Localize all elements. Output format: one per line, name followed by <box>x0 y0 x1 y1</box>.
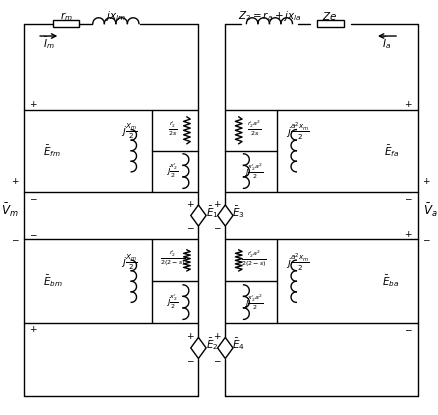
Text: $\bar{E}_{fa}$: $\bar{E}_{fa}$ <box>383 143 398 159</box>
Text: $\frac{r_2^{\prime}}{2s}$: $\frac{r_2^{\prime}}{2s}$ <box>167 119 177 138</box>
Text: $j\frac{a^2 x_m}{2}$: $j\frac{a^2 x_m}{2}$ <box>286 121 309 142</box>
Text: $+$: $+$ <box>186 332 194 342</box>
Text: $+$: $+$ <box>403 229 412 239</box>
Bar <box>225 110 276 191</box>
Text: $+$: $+$ <box>212 332 221 342</box>
Text: $+$: $+$ <box>421 176 430 186</box>
Text: $-$: $-$ <box>29 193 38 202</box>
Text: $+$: $+$ <box>29 324 38 334</box>
Text: $j\frac{x_2^{\prime}}{2}$: $j\frac{x_2^{\prime}}{2}$ <box>166 293 178 311</box>
Text: $\bar{V}_m$: $\bar{V}_m$ <box>1 201 19 219</box>
Text: $+$: $+$ <box>212 199 221 209</box>
Text: $jx_{lm}$: $jx_{lm}$ <box>105 9 126 23</box>
Text: $j\frac{x_2^{\prime}}{2}$: $j\frac{x_2^{\prime}}{2}$ <box>166 162 178 180</box>
Text: $+$: $+$ <box>11 176 20 186</box>
Bar <box>53 20 79 27</box>
Text: $\frac{r_2^{\prime}}{2(2-s)}$: $\frac{r_2^{\prime}}{2(2-s)}$ <box>159 249 185 269</box>
Text: $-$: $-$ <box>186 355 194 364</box>
Text: $\bar{I}_m$: $\bar{I}_m$ <box>43 35 54 51</box>
Text: $\bar{E}_3$: $\bar{E}_3$ <box>232 204 244 220</box>
Text: $j\frac{x_2^{\prime}a^2}{2}$: $j\frac{x_2^{\prime}a^2}{2}$ <box>244 293 263 312</box>
Text: $-$: $-$ <box>212 355 221 364</box>
Text: $-$: $-$ <box>29 229 38 238</box>
Text: $\bar{I}_a$: $\bar{I}_a$ <box>381 35 390 51</box>
Text: $-$: $-$ <box>421 234 430 243</box>
Text: $r_m$: $r_m$ <box>60 10 72 23</box>
Text: $-$: $-$ <box>403 324 412 333</box>
Text: $-$: $-$ <box>212 222 221 232</box>
Text: $+$: $+$ <box>29 99 38 109</box>
Text: $j\frac{X_m}{2}$: $j\frac{X_m}{2}$ <box>121 122 137 142</box>
Text: $\bar{E}_{ba}$: $\bar{E}_{ba}$ <box>381 273 398 289</box>
Text: $+$: $+$ <box>186 199 194 209</box>
Text: $\bar{E}_4$: $\bar{E}_4$ <box>232 336 244 352</box>
Text: $\frac{r_2^{\prime}a^2}{2(2-s)}$: $\frac{r_2^{\prime}a^2}{2(2-s)}$ <box>240 248 266 269</box>
Text: $j\frac{x_2^{\prime}a^2}{2}$: $j\frac{x_2^{\prime}a^2}{2}$ <box>244 161 263 181</box>
Bar <box>152 239 198 323</box>
Text: $Z_2 = r_a + jx_{la}$: $Z_2 = r_a + jx_{la}$ <box>237 9 300 23</box>
Text: $\bar{E}_2$: $\bar{E}_2$ <box>205 336 218 352</box>
Bar <box>225 239 276 323</box>
Text: $\bar{E}_1$: $\bar{E}_1$ <box>205 204 218 220</box>
Bar <box>152 110 198 191</box>
Text: $\frac{r_2^{\prime}a^2}{2s}$: $\frac{r_2^{\prime}a^2}{2s}$ <box>246 119 261 138</box>
Text: $j\frac{X_m}{2}$: $j\frac{X_m}{2}$ <box>121 252 137 272</box>
Text: $-$: $-$ <box>403 193 412 202</box>
Text: $j\frac{a^2 x_m}{2}$: $j\frac{a^2 x_m}{2}$ <box>286 251 309 273</box>
Text: $\bar{V}_a$: $\bar{V}_a$ <box>422 201 437 219</box>
Bar <box>316 20 343 27</box>
Text: $\bar{E}_{bm}$: $\bar{E}_{bm}$ <box>43 273 63 289</box>
Text: $+$: $+$ <box>403 99 412 109</box>
Text: $-$: $-$ <box>11 234 20 243</box>
Text: $-$: $-$ <box>186 222 194 232</box>
Text: $\bar{E}_{fm}$: $\bar{E}_{fm}$ <box>43 143 60 159</box>
Text: $Ze$: $Ze$ <box>321 10 337 22</box>
